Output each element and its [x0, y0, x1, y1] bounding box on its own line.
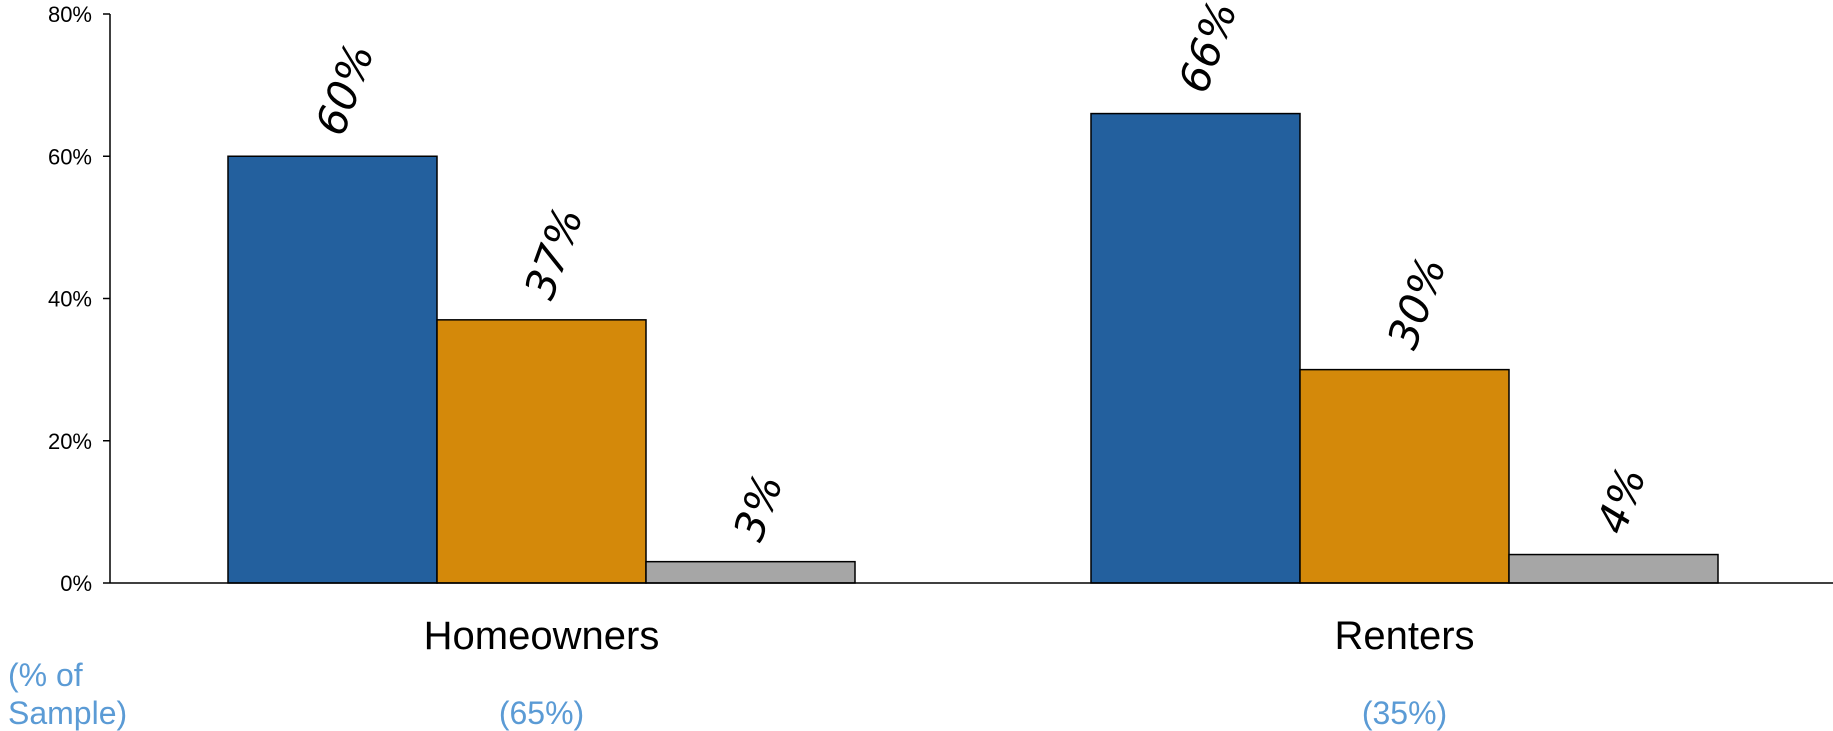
sample-note-line-2: Sample) [8, 695, 127, 731]
category-sample-share: (65%) [499, 695, 584, 731]
data-label: 30% [1378, 251, 1456, 355]
y-tick-label: 20% [48, 429, 92, 454]
bar [1090, 112, 1301, 584]
data-label: 66% [1169, 0, 1247, 99]
y-tick-label: 80% [48, 2, 92, 27]
y-tick-label: 0% [60, 571, 92, 596]
bar [1508, 553, 1719, 584]
category-label: Homeowners [424, 614, 660, 658]
data-label: 37% [515, 201, 593, 305]
bar [1299, 368, 1510, 584]
category-labels-layer: Homeowners (65%) Renters (35%) [424, 614, 1475, 731]
bars-layer [227, 112, 1719, 584]
y-tick-label: 40% [48, 287, 92, 312]
category-sample-share: (35%) [1362, 695, 1447, 731]
bar [645, 560, 856, 584]
y-tick-label: 60% [48, 144, 92, 169]
bar [227, 155, 438, 584]
data-label: 4% [1587, 461, 1656, 540]
bar [436, 319, 647, 584]
data-label: 3% [724, 468, 793, 547]
sample-note-line-1: (% of [8, 657, 83, 693]
category-label: Renters [1334, 614, 1474, 658]
data-label: 60% [306, 37, 384, 141]
y-ticks-layer: 0% 20% 40% 60% 80% [48, 2, 110, 596]
